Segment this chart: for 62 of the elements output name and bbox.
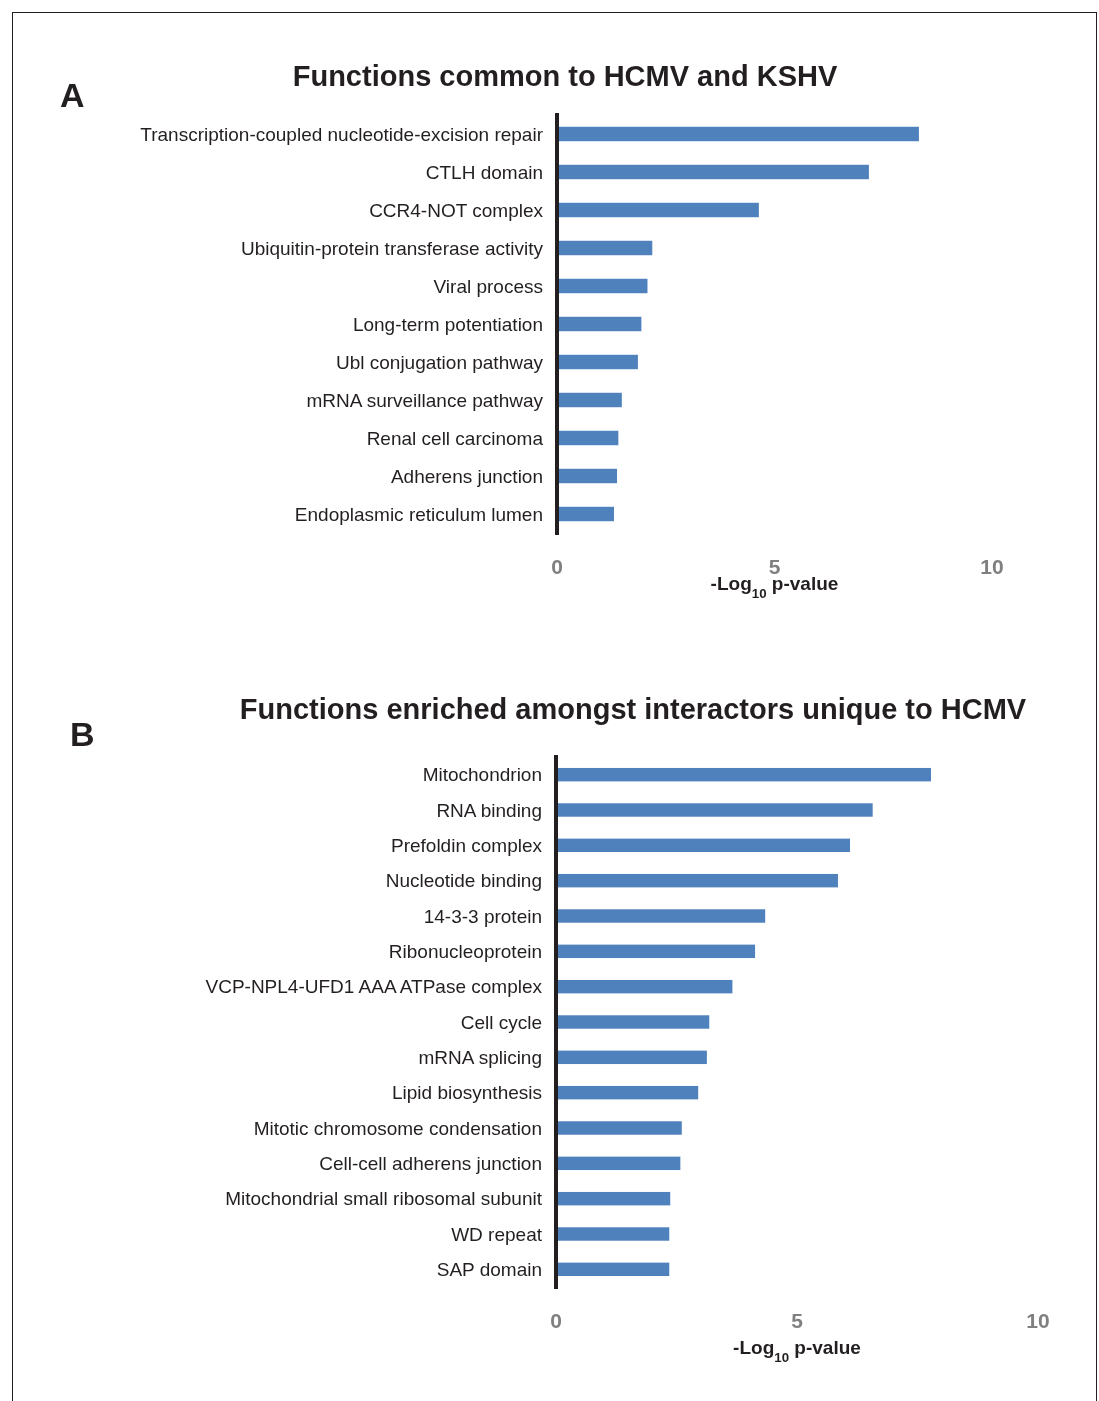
y-tick-label: VCP-NPL4-UFD1 AAA ATPase complex bbox=[205, 976, 543, 998]
bar bbox=[556, 1191, 671, 1206]
bar bbox=[556, 838, 851, 853]
bar bbox=[557, 468, 618, 484]
y-tick-label: Mitotic chromosome condensation bbox=[253, 1117, 542, 1139]
bar bbox=[556, 1015, 710, 1029]
bar bbox=[556, 1156, 681, 1171]
y-tick-label: Ubiquitin-protein transferase activity bbox=[240, 237, 544, 259]
bar bbox=[557, 392, 622, 408]
y-tick-label: RNA binding bbox=[436, 799, 542, 821]
x-tick-label: 0 bbox=[551, 555, 563, 579]
bar bbox=[556, 979, 733, 994]
text: B bbox=[70, 715, 95, 753]
y-tick-label: Mitochondrial small ribosomal subunit bbox=[225, 1188, 543, 1210]
x-axis-title: -Log$_{10}$ p-value bbox=[733, 1337, 861, 1365]
bar bbox=[557, 316, 642, 332]
text: A bbox=[60, 76, 85, 114]
bar bbox=[556, 1050, 707, 1065]
y-tick-label: Long-term potentiation bbox=[352, 313, 543, 335]
bar bbox=[556, 873, 838, 888]
bar bbox=[557, 430, 619, 446]
y-tick-label: mRNA splicing bbox=[418, 1046, 542, 1068]
bar bbox=[556, 909, 766, 923]
y-tick-label: mRNA surveillance pathway bbox=[306, 389, 544, 411]
bar bbox=[557, 354, 638, 370]
y-tick-label: Endoplasmic reticulum lumen bbox=[294, 503, 543, 525]
y-tick-label: SAP domain bbox=[436, 1258, 542, 1280]
y-tick-label: Cell cycle bbox=[460, 1011, 542, 1033]
chart-title: Functions enriched amongst interactors unique to HCMV bbox=[239, 693, 1027, 725]
x-tick-label: 5 bbox=[791, 1309, 804, 1333]
y-tick-label: Ubl conjugation pathway bbox=[335, 351, 544, 373]
y-tick-label: Nucleotide binding bbox=[385, 870, 542, 892]
y-tick-label: CTLH domain bbox=[425, 161, 543, 183]
y-tick-label: Ribonucleoprotein bbox=[388, 940, 542, 962]
bar bbox=[556, 944, 756, 959]
y-tick-label: CCR4-NOT complex bbox=[369, 199, 544, 221]
y-tick-label: Cell-cell adherens junction bbox=[319, 1152, 542, 1174]
bar bbox=[557, 202, 759, 218]
bar bbox=[556, 767, 931, 782]
bar bbox=[557, 240, 653, 256]
y-tick-label: Mitochondrion bbox=[422, 764, 542, 786]
y-tick-label: Lipid biosynthesis bbox=[392, 1082, 542, 1104]
y-tick-label: WD repeat bbox=[451, 1223, 543, 1245]
bar bbox=[556, 1121, 682, 1135]
bar bbox=[557, 278, 648, 294]
bar bbox=[556, 1262, 670, 1277]
y-tick-label: Renal cell carcinoma bbox=[366, 427, 544, 449]
x-tick-label: 0 bbox=[550, 1309, 562, 1333]
bar bbox=[557, 164, 869, 180]
bar bbox=[557, 126, 919, 142]
bar bbox=[556, 1085, 699, 1100]
y-tick-label: Adherens junction bbox=[390, 465, 543, 487]
x-tick-label: 10 bbox=[980, 555, 1004, 579]
y-tick-label: 14-3-3 protein bbox=[423, 905, 542, 927]
bar bbox=[557, 506, 614, 522]
bar bbox=[556, 1227, 670, 1241]
chart-title: Functions common to HCMV and KSHV bbox=[292, 60, 838, 92]
x-tick-label: 10 bbox=[1026, 1309, 1050, 1333]
y-tick-label: Transcription-coupled nucleotide-excision repair bbox=[140, 123, 544, 145]
y-tick-label: Prefoldin complex bbox=[390, 834, 543, 856]
bar bbox=[556, 803, 873, 817]
y-tick-label: Viral process bbox=[433, 275, 543, 297]
